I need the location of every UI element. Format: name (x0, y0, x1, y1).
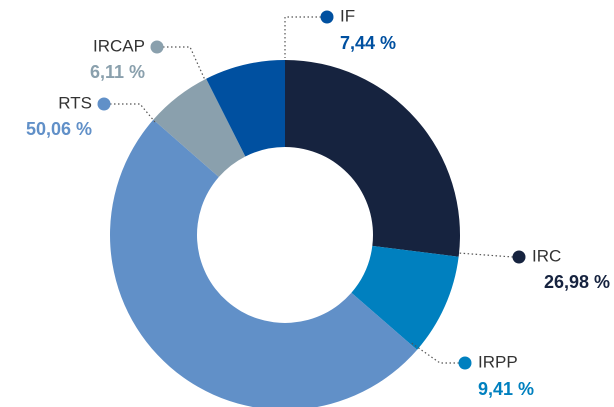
label-value: 7,44 % (340, 33, 396, 53)
label-value: 50,06 % (26, 119, 92, 139)
leader-line (163, 46, 206, 81)
label-value: 6,11 % (90, 62, 145, 82)
label-dot (150, 40, 164, 54)
label-dot (458, 356, 472, 370)
label-name: IRPP (478, 352, 518, 371)
label-value: 26,98 % (544, 272, 610, 292)
label-name: IRCAP (93, 36, 145, 55)
donut-segment (285, 60, 460, 257)
leader-line (284, 16, 321, 58)
leader-line (110, 103, 156, 123)
label-dot (512, 250, 526, 264)
label-name: IF (340, 6, 355, 25)
donut-segment (153, 78, 246, 178)
label-dot (97, 97, 111, 111)
label-value: 9,41 % (478, 379, 534, 399)
label-dot (320, 10, 334, 24)
donut-segment (351, 245, 459, 350)
leader-line (457, 252, 514, 258)
label-name: RTS (58, 93, 92, 112)
label-name: IRC (532, 246, 561, 265)
donut-segment (206, 60, 285, 157)
donut-segment (110, 119, 418, 407)
